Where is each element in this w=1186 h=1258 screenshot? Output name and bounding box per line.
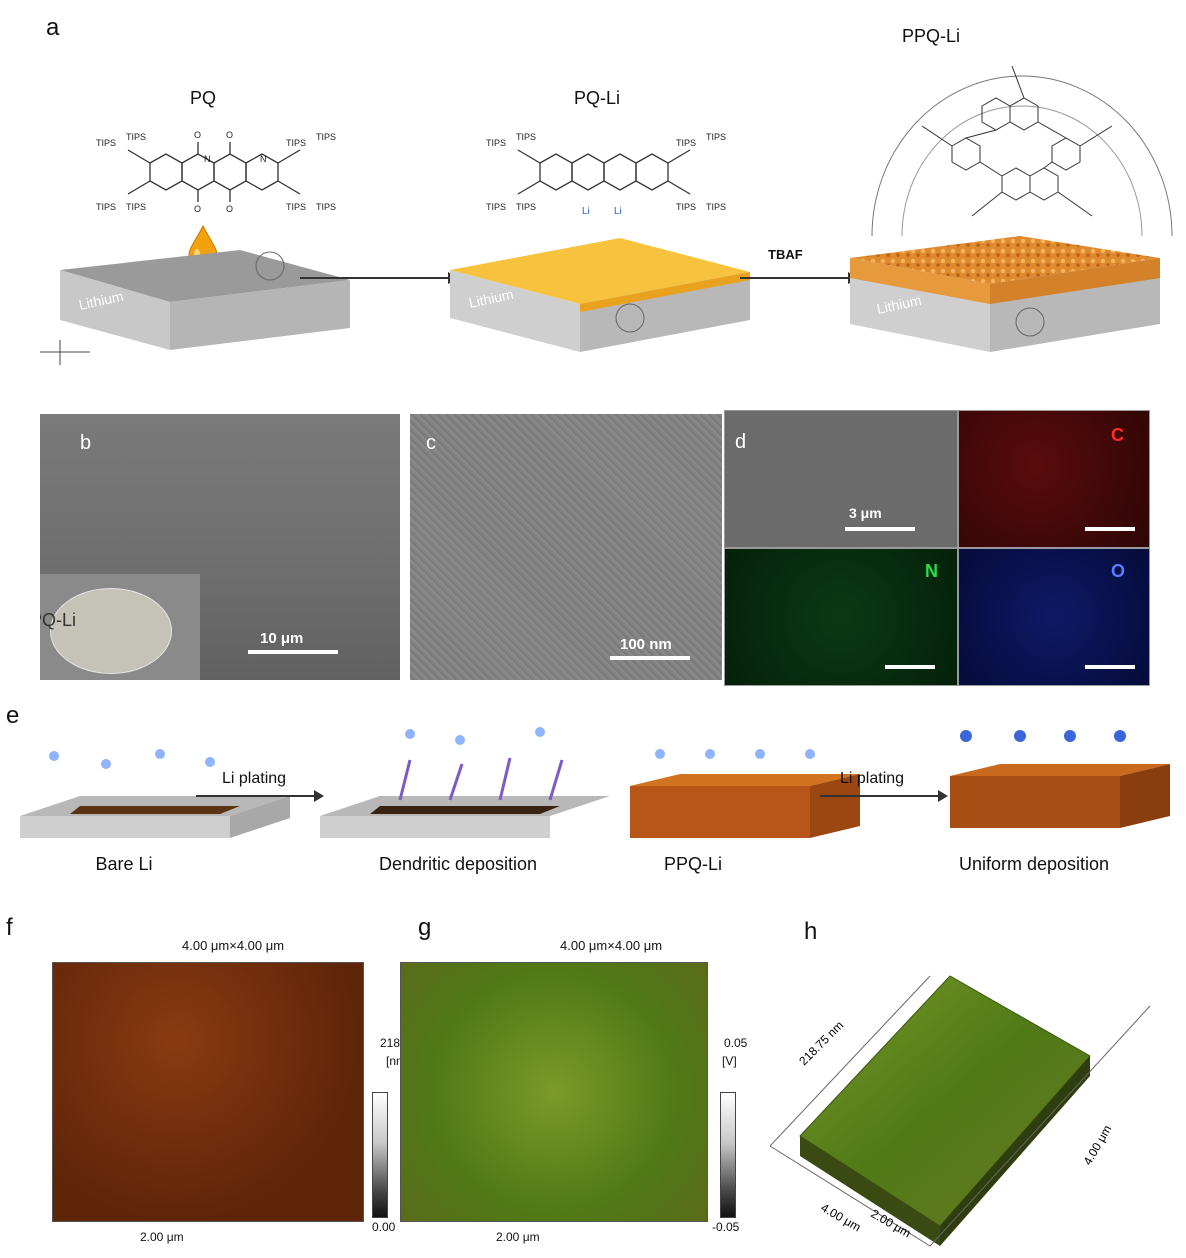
sem-image-d: d 3 μm <box>724 410 958 548</box>
tips-label: TIPS <box>126 132 146 142</box>
afm-scale-top: 0.05 <box>724 1036 748 1050</box>
scale-bar <box>610 656 690 660</box>
eds-element-label: N <box>925 561 938 581</box>
arrow-plating-2 <box>820 790 948 802</box>
plating-label: Li plating <box>222 770 287 787</box>
panel-letter-b: b <box>80 432 92 454</box>
bare-li-slab <box>20 749 290 838</box>
scale-bar <box>885 665 935 669</box>
sample-disc <box>50 588 172 674</box>
oxygen-atom: O <box>194 204 201 214</box>
afm-title-g: 4.00 μm×4.00 μm <box>560 938 663 953</box>
tips-label: TIPS <box>126 202 146 212</box>
lithium-slab-bare: Lithium <box>40 250 350 365</box>
pq-structure: TIPS TIPS TIPS TIPS TIPS TIPS TIPS TIPS … <box>96 130 336 214</box>
nitrogen-atom: N <box>260 154 267 164</box>
tips-label: TIPS <box>676 202 696 212</box>
tips-label: TIPS <box>286 202 306 212</box>
panel-letter-e: e <box>6 702 20 729</box>
molecule-title-pq: PQ <box>190 88 217 108</box>
caption-ppq-li: PPQ-Li <box>663 854 723 874</box>
inset-label: PPQ-Li <box>40 610 77 630</box>
sem-inset-photo: PPQ-Li <box>40 574 200 680</box>
tips-label: TIPS <box>516 202 536 212</box>
afm-colorbar <box>720 1092 736 1218</box>
eds-map-c: C <box>958 410 1150 548</box>
oxygen-atom: O <box>194 130 201 140</box>
molecule-title-ppq-li: PPQ-Li <box>902 26 961 46</box>
afm-scale-bottom: -0.05 <box>712 1220 740 1234</box>
scale-label: 100 nm <box>620 636 672 653</box>
scale-bar <box>248 650 338 654</box>
tips-label: TIPS <box>706 132 726 142</box>
afm-x-label: 2.00 μm <box>496 1230 540 1244</box>
pq-li-structure: TIPS TIPS TIPS TIPS TIPS TIPS TIPS TIPS … <box>486 132 726 217</box>
eds-map-n: N <box>724 548 958 686</box>
afm-scale-unit: [V] <box>722 1054 737 1068</box>
ppq-li-network <box>871 65 1173 237</box>
afm-scale-bottom: 0.00 <box>372 1220 396 1234</box>
panel-letter-a: a <box>46 14 60 41</box>
afm-3d-x2-label: 4.00 μm <box>819 1200 864 1234</box>
tips-label: TIPS <box>486 138 506 148</box>
scale-bar <box>845 527 915 531</box>
panel-letter-d: d <box>735 431 747 453</box>
afm-3d-z-label: 218.75 nm <box>796 1018 846 1068</box>
arrow-plating-1 <box>196 790 324 802</box>
lithium-atom: Li <box>614 206 622 217</box>
sem-image-b: b PPQ-Li 10 μm <box>40 414 400 680</box>
lithium-slab-ppq: Lithium <box>850 236 1160 352</box>
tips-label: TIPS <box>96 202 116 212</box>
afm-3d-y-label: 4.00 μm <box>1080 1123 1114 1168</box>
scale-label: 10 μm <box>260 630 304 647</box>
afm-potential-map <box>400 962 708 1222</box>
tips-label: TIPS <box>316 132 336 142</box>
caption-bare-li: Bare Li <box>95 854 153 874</box>
arrow-label-tbaf: TBAF <box>768 247 803 262</box>
panel-letter-g: g <box>418 914 432 941</box>
panel-letter-f: f <box>6 914 13 941</box>
scale-bar <box>1085 527 1135 531</box>
sem-image-c: c 100 nm <box>410 414 722 680</box>
molecule-title-pq-li: PQ-Li <box>574 88 621 108</box>
scale-bar <box>1085 665 1135 669</box>
ppq-li-slab-e <box>630 749 860 838</box>
afm-colorbar <box>372 1092 388 1218</box>
nitrogen-atom: N <box>204 154 211 164</box>
afm-x-label: 2.00 μm <box>140 1230 184 1244</box>
caption-uniform: Uniform deposition <box>958 854 1110 874</box>
scale-label: 3 μm <box>849 505 882 521</box>
plating-label: Li plating <box>840 770 905 787</box>
tips-label: TIPS <box>96 138 116 148</box>
uniform-slab <box>950 730 1170 828</box>
dendritic-slab <box>320 727 610 838</box>
panel-letter-c: c <box>426 432 436 454</box>
tips-label: TIPS <box>316 202 336 212</box>
afm-3d-surface: 218.75 nm 2.00 μm 4.00 μm 4.00 μm <box>769 975 1151 1247</box>
lithium-slab-coated: Lithium <box>450 238 750 352</box>
eds-element-label: O <box>1111 561 1126 581</box>
tips-label: TIPS <box>486 202 506 212</box>
eds-map-o: O <box>958 548 1150 686</box>
tips-label: TIPS <box>516 132 536 142</box>
oxygen-atom: O <box>226 204 233 214</box>
lithium-atom: Li <box>582 206 590 217</box>
eds-element-label: C <box>1111 425 1124 445</box>
panel-letter-h: h <box>804 918 818 945</box>
afm-title-f: 4.00 μm×4.00 μm <box>182 938 285 953</box>
afm-height-map <box>52 962 364 1222</box>
tips-label: TIPS <box>286 138 306 148</box>
tips-label: TIPS <box>676 138 696 148</box>
caption-dendritic: Dendritic deposition <box>378 854 538 874</box>
tips-label: TIPS <box>706 202 726 212</box>
oxygen-atom: O <box>226 130 233 140</box>
